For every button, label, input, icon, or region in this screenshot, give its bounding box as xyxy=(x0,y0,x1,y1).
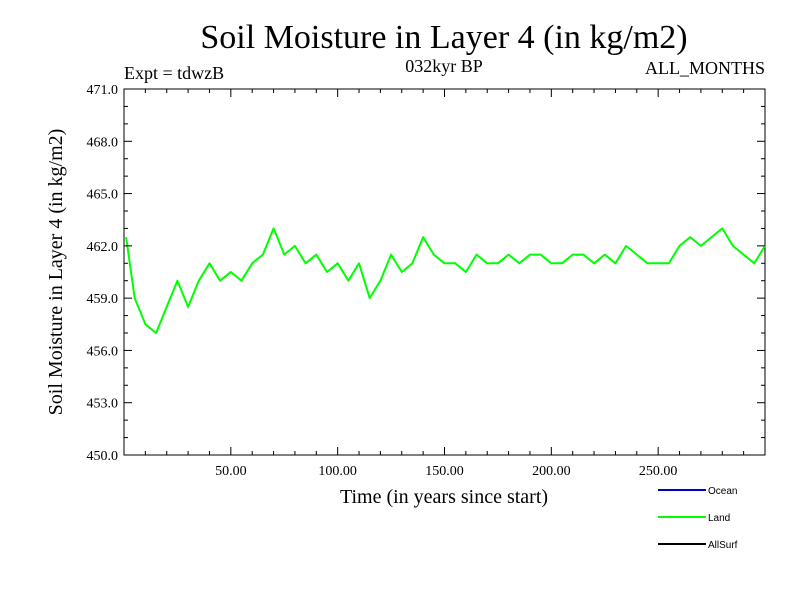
y-axis-ticks: 450.0 453.0 456.0 459.0 462.0 465.0 468.0 471.0 xyxy=(87,83,765,464)
plot-frame xyxy=(123,88,766,456)
period-label: 032kyr BP xyxy=(405,56,483,76)
x-tick-label: 200.00 xyxy=(532,464,571,479)
y-tick-label: 468.0 xyxy=(87,135,119,150)
y-tick-label: 456.0 xyxy=(87,344,119,359)
y-tick-label: 462.0 xyxy=(87,240,119,255)
series-line-land xyxy=(125,227,766,334)
y-tick-label: 459.0 xyxy=(87,292,119,307)
x-tick-label: 100.00 xyxy=(318,464,357,479)
y-tick-label: 471.0 xyxy=(87,83,119,98)
x-tick-label: 50.00 xyxy=(215,464,247,479)
legend-label-land: Land xyxy=(708,513,730,524)
legend: Ocean Land AllSurf xyxy=(658,486,738,551)
months-label: ALL_MONTHS xyxy=(645,58,765,78)
x-axis-ticks: 50.00 100.00 150.00 200.00 250.00 xyxy=(144,89,745,479)
x-tick-label: 150.00 xyxy=(425,464,464,479)
x-tick-label: 250.00 xyxy=(639,464,678,479)
series-layer xyxy=(125,227,766,334)
y-tick-label: 465.0 xyxy=(87,188,119,203)
chart-title: Soil Moisture in Layer 4 (in kg/m2) xyxy=(200,19,687,56)
y-tick-label: 450.0 xyxy=(87,449,119,464)
plot-area: 50.00 100.00 150.00 200.00 250.00 450.0 453.0… xyxy=(87,83,766,479)
y-axis-label: Soil Moisture in Layer 4 (in kg/m2) xyxy=(45,129,67,416)
y-tick-label: 453.0 xyxy=(87,397,119,412)
legend-label-allsurf: AllSurf xyxy=(708,540,738,551)
legend-label-ocean: Ocean xyxy=(708,486,737,497)
experiment-label: Expt = tdwzB xyxy=(124,63,224,83)
x-axis-label: Time (in years since start) xyxy=(340,486,548,508)
